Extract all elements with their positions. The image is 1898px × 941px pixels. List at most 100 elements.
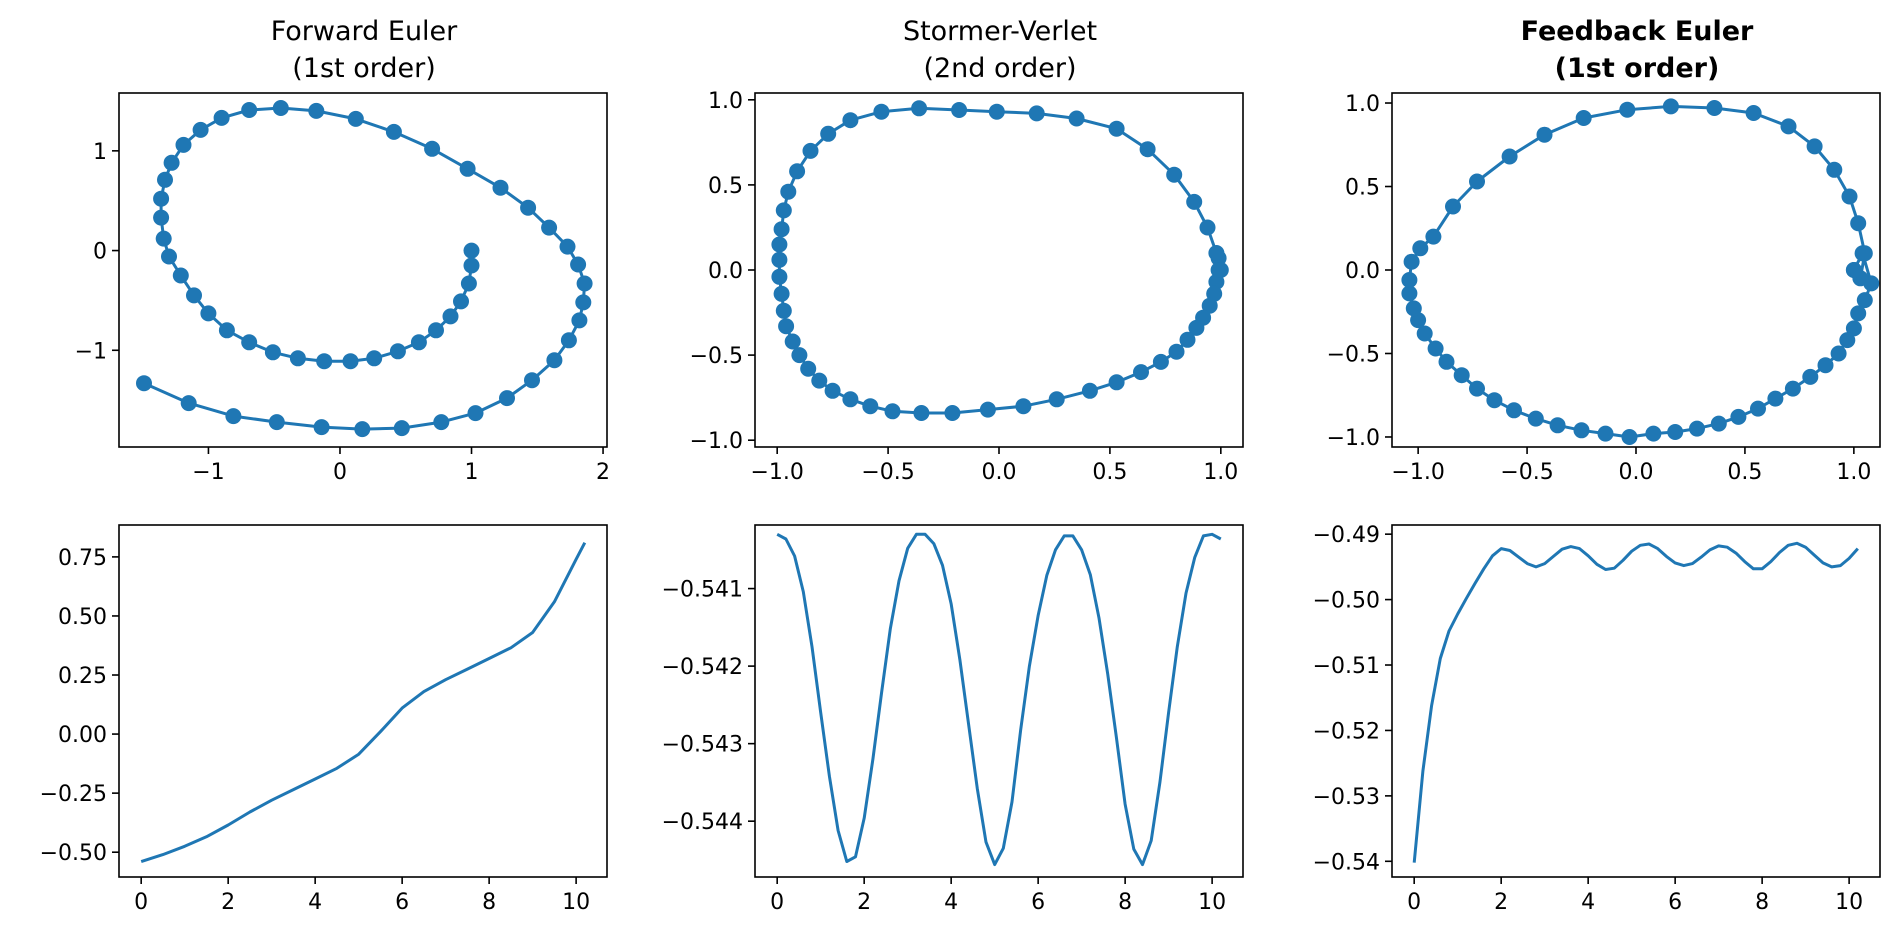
data-point (520, 199, 537, 216)
data-point (366, 350, 383, 367)
data-point (1573, 422, 1590, 439)
data-point (463, 242, 480, 259)
data-point (1826, 161, 1843, 178)
x-tick-label: 10 (1198, 890, 1226, 915)
x-tick-label: −1.0 (1391, 460, 1444, 485)
data-point (1856, 292, 1873, 309)
data-point (1168, 343, 1185, 360)
data-point (467, 405, 484, 422)
x-tick-label: 4 (944, 890, 958, 915)
data-point (1745, 105, 1762, 121)
y-tick-label: −0.49 (1313, 523, 1380, 548)
x-tick-label: 0.0 (982, 460, 1017, 485)
data-point (842, 112, 859, 129)
series-line (777, 106, 1223, 415)
data-point (424, 140, 441, 157)
y-tick-label: −0.52 (1313, 719, 1380, 744)
data-point (241, 334, 258, 351)
axes-frame (118, 92, 608, 448)
data-point (161, 248, 177, 265)
data-point (884, 403, 901, 420)
data-point (775, 302, 792, 319)
data-point (241, 102, 258, 118)
data-point (1403, 253, 1420, 270)
data-point (463, 257, 480, 274)
x-tick-label: 10 (1835, 890, 1863, 915)
data-point (1469, 173, 1485, 190)
chart-panel-5: 0 2 4 6 8 10 −0.541 −0.542 −0.543 −0.544 (662, 524, 1244, 915)
data-point (988, 103, 1005, 120)
data-point (1212, 262, 1229, 278)
data-point (944, 405, 961, 421)
data-point (780, 183, 797, 200)
x-tick-label: 1.0 (1203, 460, 1238, 485)
data-point (289, 350, 306, 367)
y-tick-label: 0.25 (58, 664, 107, 689)
y-tick-label: −1.0 (690, 429, 743, 454)
data-point (180, 395, 197, 412)
data-point (789, 163, 806, 180)
x-tick-label: 0 (770, 890, 784, 915)
data-point (1453, 367, 1470, 384)
y-tick-label: 0.0 (708, 259, 743, 284)
data-point (1081, 382, 1098, 399)
data-point (1108, 120, 1125, 137)
x-tick-label: 4 (308, 890, 322, 915)
data-point (492, 179, 509, 196)
data-point (1667, 424, 1684, 440)
y-tick-label: −0.51 (1313, 654, 1380, 679)
data-point (1806, 138, 1823, 155)
data-point (1706, 100, 1723, 116)
data-point (1438, 353, 1455, 370)
x-tick-label: 6 (395, 890, 409, 915)
data-point (771, 268, 788, 285)
series-line (140, 542, 587, 864)
data-point (800, 360, 817, 377)
x-tick-label: 10 (562, 890, 590, 915)
data-point (1416, 325, 1433, 342)
data-point (778, 318, 795, 335)
data-point (820, 125, 837, 142)
panel-title-feedback-euler-line1: Feedback Euler (1521, 16, 1754, 47)
data-point (1845, 320, 1862, 337)
chart-panel-6: 0 2 4 6 8 10 −0.49 −0.50 −0.51 −0.52 −0.53 −0.54 (1313, 523, 1881, 915)
data-point (559, 238, 576, 255)
chart-panel-4: 0 2 4 6 8 10 −0.50 −0.25 0.00 0.25 0.50 0.75 (40, 524, 608, 915)
y-tick-label: −0.50 (40, 841, 107, 866)
y-tick-label: −0.50 (1313, 589, 1380, 614)
data-point (1427, 340, 1444, 357)
axes-frame (754, 524, 1244, 878)
data-point (1817, 357, 1834, 374)
data-point (775, 202, 792, 219)
x-tick-label: −0.5 (1500, 460, 1553, 485)
y-tick-label: −0.25 (40, 782, 107, 807)
chart-panel-2: −1.0 −0.5 0.0 0.5 1.0 −1.0 −0.5 0.0 0.5 1.0 (690, 89, 1244, 485)
data-point (272, 100, 289, 116)
data-point (354, 421, 371, 438)
x-tick-label: 0.5 (1092, 460, 1127, 485)
data-point (873, 103, 890, 120)
panel-title-feedback-euler-line2: (1st order) (1555, 53, 1720, 84)
y-tick-label: −0.541 (662, 578, 743, 603)
data-point (1028, 105, 1045, 122)
data-point (541, 219, 558, 236)
y-tick-label: −0.542 (662, 655, 743, 680)
data-point (1133, 364, 1149, 381)
data-point (1645, 425, 1662, 442)
chart-panel-1: −1 0 1 2 −1 0 1 (75, 92, 610, 485)
data-point (546, 352, 563, 369)
x-tick-label: 2 (1494, 890, 1508, 915)
data-point (951, 102, 968, 118)
axes-frame (118, 524, 608, 878)
data-point (1445, 198, 1461, 215)
data-point (459, 160, 476, 177)
data-point (1689, 420, 1705, 437)
data-point (1730, 408, 1747, 425)
data-point (862, 398, 879, 415)
y-tick-label: −1 (75, 339, 107, 364)
data-point (175, 136, 192, 153)
data-point (442, 308, 459, 325)
data-point (192, 121, 209, 138)
panel-title-stormer-verlet-line2: (2nd order) (923, 53, 1076, 84)
